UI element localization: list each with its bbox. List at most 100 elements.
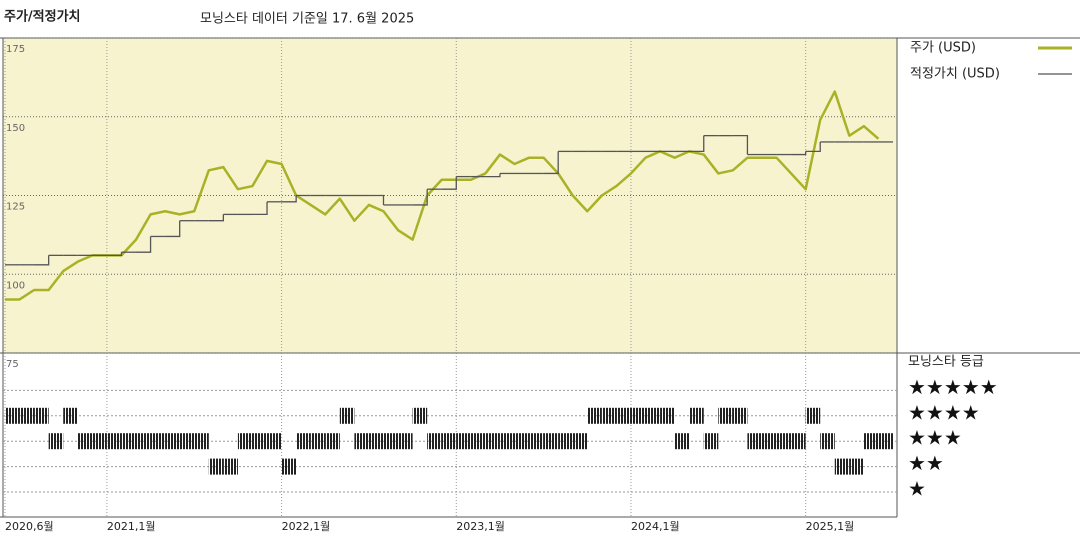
rating-bar bbox=[732, 407, 748, 424]
rating-bar bbox=[48, 433, 64, 450]
x-tick-label: 2022,1월 bbox=[282, 520, 331, 533]
rating-bar bbox=[427, 433, 442, 450]
rating-bar bbox=[267, 433, 282, 450]
rating-bar bbox=[747, 433, 762, 450]
rating-bar bbox=[703, 433, 719, 450]
rating-label: ★★★ bbox=[908, 426, 962, 450]
fair-value-step bbox=[281, 195, 297, 203]
rating-bar bbox=[601, 407, 617, 424]
rating-bar bbox=[718, 407, 733, 424]
rating-bar bbox=[791, 433, 806, 450]
rating-bar bbox=[689, 407, 704, 424]
rating-bar bbox=[849, 458, 864, 475]
rating-title: 모닝스타 등급 bbox=[908, 355, 984, 370]
x-tick-label: 2024,1월 bbox=[631, 520, 680, 533]
y-tick-label: 75 bbox=[6, 359, 19, 370]
rating-bar bbox=[660, 407, 675, 424]
y-tick-label: 150 bbox=[6, 123, 25, 134]
y-tick-label: 175 bbox=[6, 44, 25, 55]
rating-bar bbox=[441, 433, 457, 450]
rating-bar bbox=[587, 407, 602, 424]
fair-value-step bbox=[441, 176, 457, 190]
rating-bar bbox=[194, 433, 209, 450]
rating-bar bbox=[834, 458, 850, 475]
rating-bar bbox=[223, 458, 238, 475]
chart-title: 주가/적정가치 bbox=[4, 9, 81, 25]
x-tick-label: 2025,1월 bbox=[806, 520, 855, 533]
rating-label: ★★★★ bbox=[908, 400, 980, 424]
rating-bar bbox=[92, 433, 107, 450]
rating-bar bbox=[674, 433, 690, 450]
fair-value-step bbox=[34, 255, 50, 266]
chart-subtitle: 모닝스타 데이터 기준일 17. 6월 2025 bbox=[200, 12, 414, 27]
rating-bar bbox=[616, 407, 631, 424]
fair-value-step bbox=[165, 220, 181, 238]
rating-bar bbox=[863, 433, 879, 450]
rating-bar bbox=[252, 433, 268, 450]
fair-value-step bbox=[543, 151, 559, 175]
rating-bar bbox=[63, 407, 78, 424]
rating-bar bbox=[558, 433, 573, 450]
rating-bar bbox=[529, 433, 544, 450]
fair-value-step bbox=[732, 135, 749, 155]
rating-bar bbox=[5, 407, 20, 424]
rating-bar bbox=[106, 433, 122, 450]
rating-bar bbox=[543, 433, 559, 450]
rating-label: ★★★★★ bbox=[908, 375, 998, 399]
rating-bar bbox=[179, 433, 195, 450]
rating-bar bbox=[296, 433, 311, 450]
legend-label: 적정가치 (USD) bbox=[910, 67, 1000, 82]
rating-bar bbox=[208, 458, 224, 475]
rating-label: ★★ bbox=[908, 451, 944, 475]
rating-bar bbox=[645, 407, 661, 424]
price-line bbox=[5, 90, 880, 301]
rating-bar bbox=[281, 458, 297, 475]
rating-bar bbox=[34, 407, 49, 424]
x-tick-label: 2021,1월 bbox=[107, 520, 156, 533]
rating-bar bbox=[368, 433, 384, 450]
x-tick-label: 2020,6월 bbox=[5, 520, 54, 533]
rating-bar bbox=[412, 407, 428, 424]
rating-bar bbox=[121, 433, 137, 450]
rating-bar bbox=[776, 433, 792, 450]
rating-bar bbox=[878, 433, 893, 450]
fair-value-step bbox=[136, 236, 152, 253]
rating-bar bbox=[354, 433, 369, 450]
rating-bar bbox=[499, 433, 515, 450]
rating-bar bbox=[572, 433, 588, 450]
rating-bar bbox=[339, 407, 355, 424]
rating-bar bbox=[630, 407, 646, 424]
rating-bar bbox=[485, 433, 500, 450]
y-tick-label: 125 bbox=[6, 202, 25, 213]
fair-value-step bbox=[805, 141, 821, 153]
legend-label: 주가 (USD) bbox=[910, 41, 976, 56]
y-tick-label: 100 bbox=[6, 280, 25, 291]
x-tick-label: 2023,1월 bbox=[456, 520, 505, 533]
fair-value-step bbox=[208, 214, 225, 222]
rating-bar bbox=[237, 433, 253, 450]
rating-bar bbox=[820, 433, 835, 450]
rating-bar bbox=[150, 433, 166, 450]
rating-bar bbox=[310, 433, 326, 450]
rating-bar bbox=[325, 433, 340, 450]
fair-value-step bbox=[689, 135, 705, 153]
fair-value-step bbox=[106, 252, 123, 256]
rating-bar bbox=[19, 407, 35, 424]
rating-bar bbox=[514, 433, 530, 450]
rating-bar bbox=[136, 433, 151, 450]
rating-bar bbox=[761, 433, 777, 450]
fair-value-step bbox=[485, 173, 501, 178]
rating-bar bbox=[805, 407, 821, 424]
rating-bar bbox=[165, 433, 180, 450]
fair-value-step bbox=[412, 189, 428, 206]
rating-bar bbox=[383, 433, 399, 450]
fair-value-step bbox=[252, 201, 268, 216]
fair-value-step bbox=[791, 151, 807, 156]
rating-bar bbox=[470, 433, 486, 450]
rating-bar bbox=[456, 433, 471, 450]
fair-value-step bbox=[368, 194, 385, 205]
rating-bar bbox=[77, 433, 93, 450]
rating-label: ★ bbox=[908, 477, 926, 501]
rating-bar bbox=[398, 433, 413, 450]
